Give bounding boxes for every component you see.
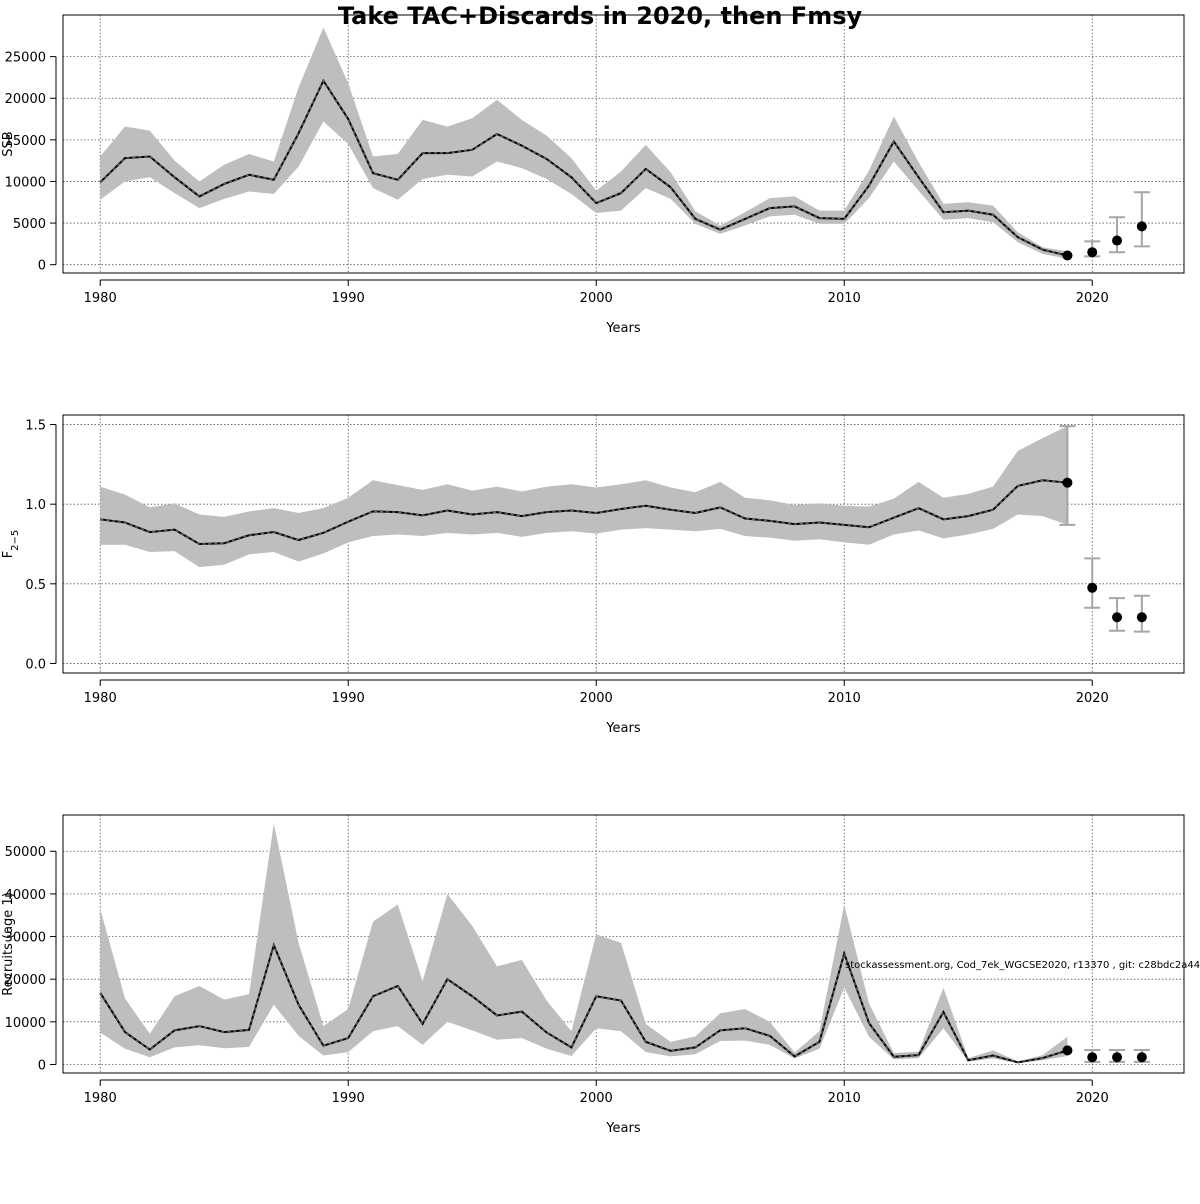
x-axis-label: Years	[605, 1121, 641, 1136]
forecast-point-2021	[1112, 612, 1123, 623]
y-tick-label: 0.0	[25, 657, 46, 672]
confidence-band-ssb	[100, 27, 1068, 259]
chart-title: Take TAC+Discards in 2020, then Fmsy	[338, 2, 863, 30]
panel-ssb: 1980 1990 2000 2010 2020 0 5000 10000 15000 20000…	[1, 14, 1185, 336]
y-tick-label: 30000	[5, 931, 46, 946]
estimate-line-dash-ssb	[99, 79, 1068, 257]
x-tick-label: 1980	[84, 291, 117, 306]
forecast-point-2022	[1136, 221, 1147, 232]
plot-frame-ssb	[62, 14, 1185, 274]
x-tick-label: 1990	[332, 691, 365, 706]
x-tick-label: 2010	[828, 1091, 861, 1106]
confidence-band-recruits	[100, 823, 1068, 1064]
y-tick-label: 5000	[13, 217, 46, 232]
x-tick-label: 1980	[84, 691, 117, 706]
y-tick-label: 10000	[5, 1016, 46, 1031]
y-axis-label: SSB	[1, 131, 16, 156]
estimate-line-dash-recruits	[99, 943, 1068, 1064]
y-tick-label: 1.0	[25, 498, 46, 513]
x-tick-label: 2010	[828, 291, 861, 306]
forecast-point-2020	[1087, 247, 1098, 258]
x-tick-label: 1980	[84, 1091, 117, 1106]
y-axis-label-subscript: 2−5	[10, 530, 21, 551]
point-2019	[1062, 477, 1073, 488]
forecast-point-2020	[1087, 582, 1098, 593]
y-tick-label: 0	[38, 1058, 46, 1073]
y-tick-label: 0.5	[25, 578, 46, 593]
x-axis-label: Years	[605, 321, 641, 336]
x-tick-label: 2010	[828, 691, 861, 706]
watermark-text: stockassessment.org, Cod_7ek_WGCSE2020, …	[845, 960, 1200, 971]
y-tick-label: 20000	[5, 973, 46, 988]
y-tick-label: 10000	[5, 175, 46, 190]
y-tick-label: 1.5	[25, 419, 46, 434]
x-tick-label: 1990	[332, 1091, 365, 1106]
estimate-line-dash-f	[100, 479, 1068, 545]
x-tick-label: 1990	[332, 291, 365, 306]
plot-frame-recruits	[62, 814, 1185, 1074]
y-tick-label: 40000	[5, 888, 46, 903]
point-2019	[1062, 1045, 1073, 1056]
forecast-point-2022	[1136, 1052, 1147, 1063]
y-tick-label: 50000	[5, 845, 46, 860]
plot-frame-f	[62, 414, 1185, 674]
y-tick-label: 15000	[5, 134, 46, 149]
x-tick-label: 2020	[1076, 691, 1109, 706]
forecast-point-2021	[1112, 235, 1123, 246]
point-2019	[1062, 250, 1073, 261]
y-axis-label: Recruits (age 1)	[1, 892, 16, 996]
x-tick-label: 2000	[580, 691, 613, 706]
x-tick-label: 2000	[580, 291, 613, 306]
y-tick-label: 20000	[5, 92, 46, 107]
x-tick-label: 2000	[580, 1091, 613, 1106]
forecast-point-2020	[1087, 1052, 1098, 1063]
forecast-point-2022	[1136, 612, 1147, 623]
y-tick-label: 25000	[5, 51, 46, 66]
y-tick-label: 0	[38, 259, 46, 274]
confidence-band-f	[100, 426, 1068, 568]
panel-recruits: 1980 1990 2000 2010 2020 0 10000 20000 30000 4000…	[1, 814, 1185, 1136]
x-axis-label: Years	[605, 721, 641, 736]
x-tick-label: 2020	[1076, 1091, 1109, 1106]
forecast-point-2021	[1112, 1052, 1123, 1063]
x-tick-label: 2020	[1076, 291, 1109, 306]
